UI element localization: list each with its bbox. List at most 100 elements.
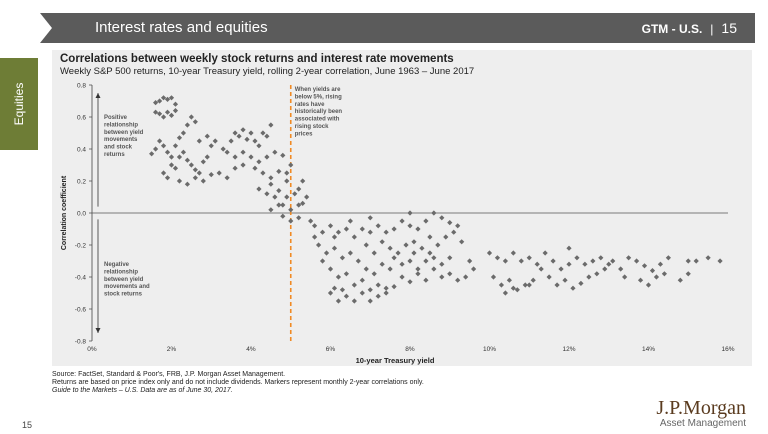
data-point — [172, 143, 179, 149]
negative-arrow-head-icon — [95, 328, 101, 333]
data-point — [347, 218, 353, 224]
data-point — [276, 168, 282, 174]
data-point — [443, 234, 449, 240]
data-point — [423, 218, 429, 224]
data-point — [164, 175, 171, 181]
negative-annotation-line: stock returns — [104, 292, 143, 298]
data-point — [359, 277, 365, 283]
data-point — [343, 293, 349, 299]
data-point — [331, 245, 338, 251]
data-point — [415, 226, 421, 232]
negative-annotation-line: relationship — [104, 269, 138, 275]
data-point — [264, 133, 270, 139]
x-tick-label: 16% — [721, 346, 734, 353]
data-point — [335, 274, 342, 280]
data-point — [308, 218, 314, 224]
data-point — [383, 290, 389, 296]
chart-subtitle: Weekly S&P 500 returns, 10-year Treasury… — [60, 66, 475, 77]
negative-annotation-line: movements and — [104, 284, 150, 290]
data-point — [335, 298, 342, 304]
data-point — [149, 151, 155, 157]
data-point — [260, 170, 266, 176]
data-point — [240, 127, 246, 133]
data-point — [685, 258, 691, 264]
data-point — [296, 215, 302, 221]
data-point — [379, 261, 385, 267]
data-point — [240, 149, 246, 155]
jpmorgan-logo: J.P.Morgan Asset Management — [656, 398, 746, 430]
threshold-annotation-line: below 5%, rising — [295, 94, 342, 100]
data-point — [530, 277, 536, 283]
positive-arrow-head-icon — [95, 93, 101, 98]
threshold-annotation: When yields are below 5%, rising rates hav… — [295, 87, 343, 137]
data-point — [304, 194, 310, 200]
data-point — [367, 215, 373, 221]
data-point — [188, 114, 194, 120]
data-point — [288, 207, 294, 213]
data-point — [176, 178, 183, 184]
data-point — [236, 133, 242, 139]
data-point — [156, 98, 163, 104]
data-point — [168, 112, 175, 118]
data-point — [486, 250, 493, 256]
data-point — [626, 255, 632, 261]
data-point — [224, 175, 230, 181]
data-point — [319, 229, 326, 235]
header-bar: Interest rates and equities GTM - U.S. | 1… — [40, 13, 755, 43]
data-point — [268, 175, 274, 181]
data-point — [188, 162, 194, 168]
positive-annotation-line: returns — [104, 152, 125, 158]
data-point — [153, 100, 159, 106]
data-point — [645, 282, 652, 288]
data-point — [204, 154, 210, 160]
data-point — [554, 282, 560, 288]
data-point — [256, 186, 262, 192]
data-point — [371, 271, 377, 277]
x-tick-label: 14% — [642, 346, 655, 353]
data-point — [399, 261, 405, 267]
footnotes: Source: FactSet, Standard & Poor's, FRB,… — [52, 371, 424, 395]
data-point — [323, 250, 330, 256]
data-point — [327, 223, 334, 229]
positive-annotation-line: between yield — [104, 130, 144, 136]
data-point — [677, 277, 683, 283]
footnote-note: Returns are based on price index only an… — [52, 379, 424, 386]
data-point — [375, 223, 381, 229]
data-point — [339, 255, 346, 261]
data-point — [431, 210, 437, 216]
data-point — [312, 223, 318, 229]
data-point — [172, 101, 179, 107]
data-point — [407, 210, 413, 216]
data-point — [427, 234, 433, 240]
data-point — [566, 261, 572, 267]
data-point — [184, 157, 190, 163]
data-point — [232, 154, 238, 160]
data-point — [196, 138, 202, 144]
data-point — [502, 290, 508, 296]
negative-annotation: Negative relationship between yield movemen… — [104, 262, 150, 298]
data-point — [256, 143, 262, 149]
data-point — [467, 258, 473, 264]
data-point — [522, 282, 528, 288]
data-point — [391, 255, 397, 261]
data-point — [526, 255, 532, 261]
data-point — [248, 130, 254, 136]
data-point — [172, 108, 179, 114]
side-tab-equities[interactable]: Equities — [0, 58, 38, 150]
header-title: Interest rates and equities — [95, 19, 268, 36]
data-point — [296, 202, 302, 208]
data-point — [359, 226, 365, 232]
data-point — [272, 149, 278, 155]
x-tick-label: 2% — [167, 346, 177, 353]
data-point — [156, 138, 163, 144]
data-point — [327, 290, 334, 296]
data-point — [276, 188, 282, 194]
data-point — [343, 271, 349, 277]
data-point — [164, 96, 171, 102]
data-point — [427, 250, 433, 256]
data-point — [351, 298, 357, 304]
data-point — [180, 130, 187, 136]
negative-annotation-line: Negative — [104, 262, 130, 268]
logo-tagline: Asset Management — [659, 418, 746, 429]
